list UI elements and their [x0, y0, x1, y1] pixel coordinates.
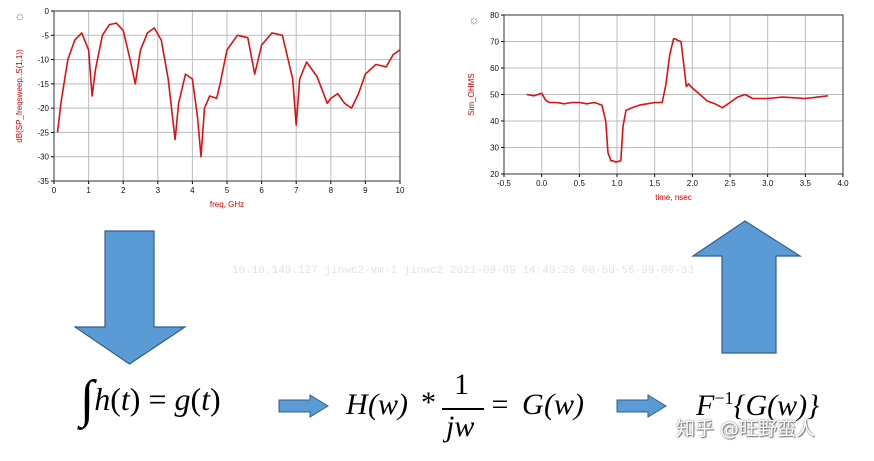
y-tick-label: -15 — [37, 80, 49, 89]
y-tick-label: -5 — [42, 31, 50, 40]
x-tick-label: -0.5 — [497, 179, 511, 188]
x-tick-label: 2.0 — [687, 179, 699, 188]
eq-symbol: ) — [210, 381, 221, 417]
right-arrow-icon — [278, 394, 329, 418]
y-tick-label: 0 — [45, 7, 50, 16]
x-tick-label: 2 — [121, 186, 126, 195]
eq-symbol: ( — [190, 381, 202, 417]
x-tick-label: 2.5 — [724, 179, 736, 188]
eq-symbol: H — [346, 388, 368, 421]
right-arrow-icon — [616, 394, 667, 418]
s11-chart-panel: ☼ 0 1 2 3 4 5 6 7 8 9 10 0 -5 -10 -15 -20 -25 -30 -35 freq,… — [0, 0, 420, 220]
eq-symbol: ( — [110, 381, 121, 417]
s11-chart: 0 1 2 3 4 5 6 7 8 9 10 0 -5 -10 -15 -20 -25 -30 -35 freq, G… — [15, 7, 405, 209]
x-tick-label: 0 — [52, 186, 57, 195]
y-tick-label: 40 — [490, 117, 499, 126]
x-tick-label: 4 — [190, 186, 195, 195]
x-tick-label: 10 — [396, 186, 405, 195]
watermark-text: 10.10.149.127 jinwc2-vm-1 jinwc2 2021-09… — [232, 265, 695, 277]
up-arrow-icon — [691, 220, 803, 354]
y-tick-label: -35 — [37, 177, 49, 186]
integral-equation: ∫h(t) = g(t) — [80, 370, 221, 429]
integral-sign-icon: ∫ — [80, 371, 95, 428]
y-tick-label: -10 — [37, 56, 49, 65]
fraction-bar — [442, 408, 484, 410]
chart-settings-icon[interactable]: ☼ — [468, 12, 480, 27]
x-tick-label: 3.5 — [800, 179, 812, 188]
plot-frame — [503, 14, 844, 175]
y-tick-label: 50 — [490, 91, 499, 100]
eq-symbol: t — [120, 381, 130, 417]
plot-frame — [53, 10, 401, 182]
inverse-fourier-equation: F−1{G(w)} — [696, 388, 819, 423]
eq-symbol: F — [696, 389, 715, 422]
x-tick-label: 1 — [86, 186, 91, 195]
tdr-chart: -0.5 0.0 0.5 1.0 1.5 2.0 2.5 3.0 3.5 4.0 80 70 60 50 4… — [467, 11, 849, 202]
y-tick-label: 60 — [490, 64, 499, 73]
y-tick-label: -25 — [37, 128, 49, 137]
chart-settings-icon[interactable]: ☼ — [14, 8, 26, 23]
eq-symbol: = — [140, 381, 175, 417]
y-tick-label: 20 — [490, 170, 499, 179]
eq-symbol: G — [522, 388, 544, 421]
y-tick-label: -30 — [37, 153, 49, 162]
x-tick-label: 3 — [156, 186, 161, 195]
x-tick-label: 8 — [329, 186, 334, 195]
eq-symbol: (w) — [368, 388, 408, 421]
x-axis-label: time, nsec — [655, 193, 691, 202]
x-tick-label: 3.0 — [762, 179, 774, 188]
zhihu-watermark: 知乎 @旺野蛮人 — [676, 418, 816, 440]
x-tick-label: 0.0 — [536, 179, 548, 188]
x-tick-label: 7 — [294, 186, 299, 195]
x-tick-label: 1.0 — [611, 179, 623, 188]
eq-symbol: ) — [129, 381, 141, 417]
y-tick-label: 80 — [490, 11, 499, 20]
eq-symbol: * — [421, 386, 436, 419]
eq-symbol: = — [484, 388, 516, 421]
eq-symbol: (w) — [544, 388, 584, 421]
series-line — [56, 22, 401, 158]
x-tick-label: 0.5 — [574, 179, 586, 188]
tdr-chart-panel: ☼ -0.5 0.0 0.5 1.0 1.5 2.0 2.5 3.0 3.5 4.0 80 70 60 5… — [460, 0, 874, 220]
y-tick-label: 70 — [490, 38, 499, 47]
fraction-denominator: jw — [446, 410, 475, 443]
fraction-numerator: 1 — [454, 368, 469, 401]
eq-symbol: h — [94, 381, 111, 417]
series-line — [526, 38, 828, 163]
y-tick-label: -20 — [37, 104, 49, 113]
y-tick-label: 30 — [490, 144, 499, 153]
y-axis-label: dB(SP_freqsweep..S(1,1)) — [15, 49, 24, 143]
eq-symbol: g — [174, 381, 191, 417]
eq-symbol: t — [201, 381, 211, 417]
x-tick-label: 5 — [225, 186, 230, 195]
eq-symbol: {G(w)} — [733, 389, 820, 422]
x-tick-label: 6 — [259, 186, 264, 195]
x-tick-label: 4.0 — [837, 179, 849, 188]
eq-superscript: −1 — [714, 388, 734, 408]
down-arrow-icon — [74, 230, 187, 365]
x-tick-label: 1.5 — [649, 179, 661, 188]
x-tick-label: 9 — [363, 186, 368, 195]
y-axis-label: Sim_OHMS — [467, 73, 476, 115]
x-axis-label: freq, GHz — [210, 200, 244, 209]
